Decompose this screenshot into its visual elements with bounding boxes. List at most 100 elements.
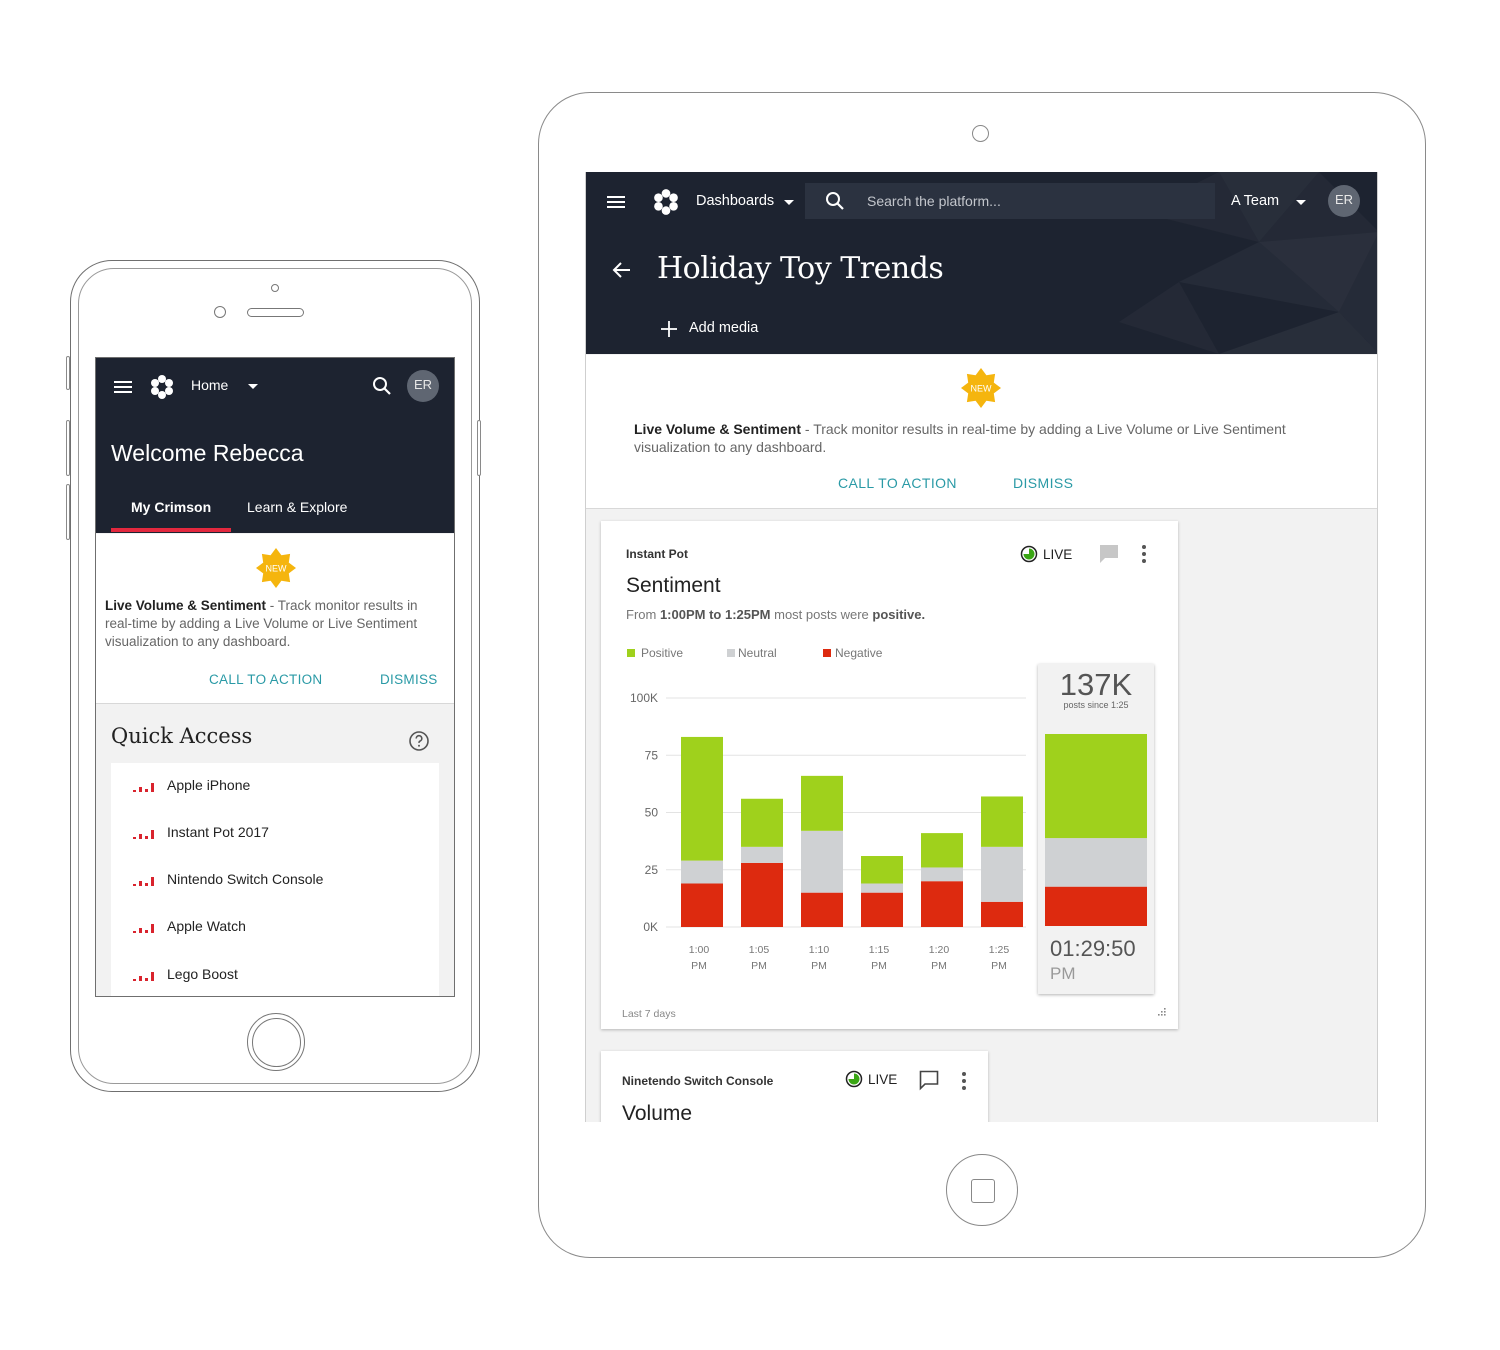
x-tick-label: 1:10 [809,944,830,956]
tablet-home-button[interactable] [946,1154,1018,1226]
bar-negative-3[interactable] [861,892,903,927]
hamburger-menu-icon[interactable] [112,376,134,398]
x-tick-label-ampm: PM [691,960,707,972]
bar-negative-1[interactable] [741,862,783,927]
welcome-heading: Welcome Rebecca [111,440,304,466]
quick-access-item-nintendo-switch[interactable]: Nintendo Switch Console [111,860,439,900]
bar-neutral-1[interactable] [741,846,783,863]
comment-icon[interactable] [1098,543,1120,565]
bar-neutral-0[interactable] [681,860,723,884]
bar-neutral-4[interactable] [921,867,963,882]
bar-neutral-3[interactable] [861,883,903,893]
dismiss-button[interactable]: DISMISS [1013,475,1074,491]
phone-speaker [247,308,304,317]
tablet-header: Dashboards A Team ER Holiday Toy Trends … [586,172,1377,354]
bar-positive-4[interactable] [921,833,963,868]
call-to-action-button[interactable]: CALL TO ACTION [209,672,323,687]
current-time-ampm: PM [1050,964,1076,983]
bar-positive-5[interactable] [981,796,1023,847]
plus-icon[interactable] [659,319,679,339]
chevron-down-icon[interactable] [1296,200,1306,205]
more-options-icon[interactable] [1140,544,1148,564]
bar-neutral-5[interactable] [981,846,1023,902]
y-tick-label: 75 [645,748,659,762]
announcement-body: - Track monitor results in real-time by … [105,598,418,649]
summary-segment-neutral [1045,838,1147,887]
header-pattern [1179,172,1377,354]
announcement-text: Live Volume & Sentiment - Track monitor … [105,597,445,651]
bar-negative-2[interactable] [801,892,843,927]
dismiss-button[interactable]: DISMISS [380,672,438,687]
y-tick-label: 25 [645,863,659,877]
tab-learn-explore[interactable]: Learn & Explore [247,499,348,515]
bar-negative-4[interactable] [921,881,963,927]
chevron-down-icon[interactable] [248,384,258,389]
x-tick-label: 1:15 [869,944,890,956]
quick-access-list: Apple iPhone Instant Pot 2017 Nintendo S… [111,763,439,996]
bar-positive-3[interactable] [861,856,903,884]
search-icon[interactable] [824,190,846,212]
phone-camera [271,284,279,292]
x-tick-label-ampm: PM [871,960,887,972]
call-to-action-button[interactable]: CALL TO ACTION [838,475,957,491]
y-tick-label: 50 [645,806,659,820]
quick-access-item-apple-iphone[interactable]: Apple iPhone [111,766,439,806]
bar-positive-2[interactable] [801,775,843,831]
legend-swatch [823,649,831,657]
announcement-title: Live Volume & Sentiment [105,598,267,613]
quick-access-item-lego-boost[interactable]: Lego Boost [111,955,439,995]
help-icon[interactable] [408,730,430,752]
new-badge-label: NEW [971,384,993,394]
total-posts-value: 137K [1059,667,1133,702]
legend-item-neutral[interactable]: Neutral [727,646,777,660]
announcement-body: - Track monitor results in real-time by … [634,421,1286,455]
legend-label: Negative [835,646,883,660]
legend-swatch [727,649,735,657]
x-tick-label-ampm: PM [811,960,827,972]
x-tick-label-ampm: PM [991,960,1007,972]
comment-icon[interactable] [918,1069,940,1091]
live-indicator[interactable]: LIVE [1020,545,1072,563]
widget-title: Sentiment [626,574,721,597]
legend-item-positive[interactable]: Positive [627,646,683,660]
widget-monitor-name: Instant Pot [626,547,688,561]
y-tick-label: 0K [643,920,658,934]
bar-negative-0[interactable] [681,883,723,927]
live-label: LIVE [1043,546,1073,562]
team-selector-label[interactable]: A Team [1231,193,1280,209]
live-indicator[interactable]: LIVE [845,1070,897,1088]
phone-sensor [214,306,226,318]
search-input[interactable] [867,191,1197,211]
chevron-down-icon[interactable] [784,200,794,205]
dashboards-nav-label[interactable]: Dashboards [696,193,775,209]
phone-bezel [78,268,472,1084]
user-avatar[interactable]: ER [1328,185,1360,217]
bar-neutral-2[interactable] [801,830,843,893]
current-time: 01:29:50 [1050,936,1136,961]
quick-access-item-apple-watch[interactable]: Apple Watch [111,907,439,947]
phone-volume-up [66,420,70,476]
hamburger-menu-icon[interactable] [605,191,627,213]
add-media-button[interactable]: Add media [689,320,759,336]
announcement-card: NEW Live Volume & Sentiment - Track moni… [586,355,1377,509]
bar-positive-0[interactable] [681,736,723,861]
widget-monitor-name: Ninetendo Switch Console [622,1074,774,1088]
quick-access-item-instant-pot[interactable]: Instant Pot 2017 [111,813,439,853]
tab-my-crimson[interactable]: My Crimson [131,499,212,515]
bar-negative-5[interactable] [981,901,1023,927]
crimson-logo-icon[interactable] [652,188,680,216]
user-avatar[interactable]: ER [407,370,439,402]
phone-home-button[interactable] [247,1013,305,1071]
crimson-logo-icon[interactable] [149,374,175,400]
search-icon[interactable] [371,375,393,397]
home-nav-label[interactable]: Home [191,377,229,393]
search-bar[interactable] [805,183,1215,219]
announcement-card: NEW Live Volume & Sentiment - Track moni… [96,534,454,704]
bar-positive-1[interactable] [741,798,783,847]
resize-handle-icon[interactable] [1155,1007,1167,1019]
back-arrow-icon[interactable] [610,258,634,282]
more-options-icon[interactable] [960,1071,968,1091]
live-label: LIVE [868,1071,898,1087]
new-badge: NEW [961,368,1001,408]
legend-item-negative[interactable]: Negative [823,646,882,660]
